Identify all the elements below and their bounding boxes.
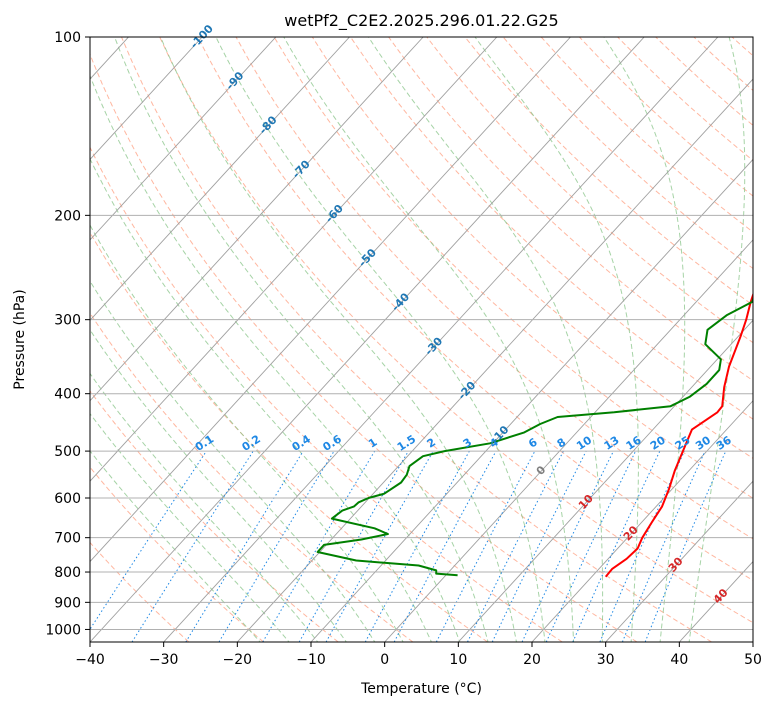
isotherm-line [163,37,719,642]
dry-adiabat-line [273,37,753,499]
x-axis-label: Temperature (°C) [360,681,482,697]
isotherm-line [458,319,753,642]
x-tick-label: 10 [449,652,467,668]
mixing-ratio-line [572,450,661,642]
background-lines [90,37,753,642]
isotherm-line [90,37,498,482]
dry-adiabat-line [90,146,563,642]
dry-adiabat-line [90,390,339,642]
isotherm-line [531,400,753,642]
y-axis: 100 200 300 400 500 600 700 800 900 1000 [45,30,90,638]
isobar-gridlines [90,37,753,630]
chart-title: wetPf2_C2E2.2025.296.01.22.G25 [284,11,558,31]
plot-frame [89,36,754,643]
isotherm-line [90,37,350,321]
y-tick-label: 300 [54,313,81,329]
mixing-ratio-line [90,450,207,631]
dry-adiabat-line [90,466,264,642]
moist-adiabat-line [474,37,639,642]
dry-adiabat-line [464,37,753,306]
mixing-ratio-line [218,450,335,642]
isotherm-line [679,560,753,642]
isotherm-line [605,480,753,642]
isotherm-line [90,37,571,563]
mixing-ratio-line [185,450,304,642]
y-tick-label: 800 [54,565,81,581]
mixing-ratio-label: 1 [366,436,380,451]
dry-adiabat-line [579,37,753,197]
isotherm-line [90,37,645,642]
y-tick-label: 400 [54,387,81,403]
mixing-ratio-label: 16 [624,433,644,452]
mixing-ratio-label: 6 [526,435,540,450]
mixing-ratio-line [325,450,434,642]
y-tick-label: 700 [54,531,81,547]
x-axis: −40 −30 −20 −10 0 10 20 30 40 50 [75,642,762,668]
moist-adiabat-line [90,329,347,642]
moist-adiabat-line [90,450,261,642]
dry-adiabat-line [311,37,753,459]
x-tick-label: −20 [223,652,253,668]
mixing-ratio-line [644,450,727,642]
dry-adiabat-line [502,37,753,270]
dry-adiabat-line [159,37,753,624]
mixing-ratio-line [467,450,564,642]
y-tick-label: 100 [54,30,81,46]
dry-adiabat-line [235,37,753,540]
x-tick-label: 40 [670,652,688,668]
isotherm-line [90,37,277,241]
isotherm-line [310,158,753,642]
x-tick-label: 0 [380,652,389,668]
mixing-ratio-line [491,450,587,642]
dry-adiabat-line [90,541,190,642]
mixing-ratio-line [131,450,254,642]
dry-adiabat-line [121,37,712,642]
y-tick-label: 900 [54,595,81,611]
mixing-ratio-line [621,450,706,642]
isotherm-line [237,78,753,642]
y-tick-label: 1000 [45,622,81,638]
dry-adiabat-line [426,37,753,344]
mixing-ratio-label: 20 [648,433,668,452]
moist-adiabat-line [90,412,290,642]
y-axis-label: Pressure (hPa) [12,289,28,389]
moist-adiabat-line [90,157,432,642]
y-tick-label: 600 [54,491,81,507]
dry-adiabat-line [388,37,753,382]
y-tick-label: 500 [54,444,81,460]
isotherm-line [90,37,424,402]
mixing-ratio-line [393,450,497,642]
x-tick-label: −30 [149,652,179,668]
mixing-ratio-label: 10 [574,433,594,452]
isotherm-line [90,37,203,161]
isotherm-line [384,239,753,642]
temperature-profile-line [604,291,753,578]
dry-adiabat-line [90,52,638,642]
x-tick-label: 20 [523,652,541,668]
x-tick-label: 30 [597,652,615,668]
isotherm-line [752,641,753,642]
mixing-ratio-line [545,450,637,642]
x-tick-label: −40 [75,652,105,668]
dewpoint-profile-line [316,296,753,577]
x-tick-label: −10 [296,652,326,668]
y-tick-label: 200 [54,208,81,224]
mixing-ratio-line [262,450,376,642]
dry-adiabat-line [197,37,753,581]
mixing-ratio-line [298,450,409,642]
mixing-ratio-label: 30 [693,433,713,452]
sounding-profiles [316,291,753,578]
x-tick-label: 50 [744,652,762,668]
moist-adiabat-line [160,37,518,642]
dry-adiabat-line [90,312,414,642]
dry-adiabat-line [655,37,753,126]
mixing-ratio-line [599,450,685,642]
